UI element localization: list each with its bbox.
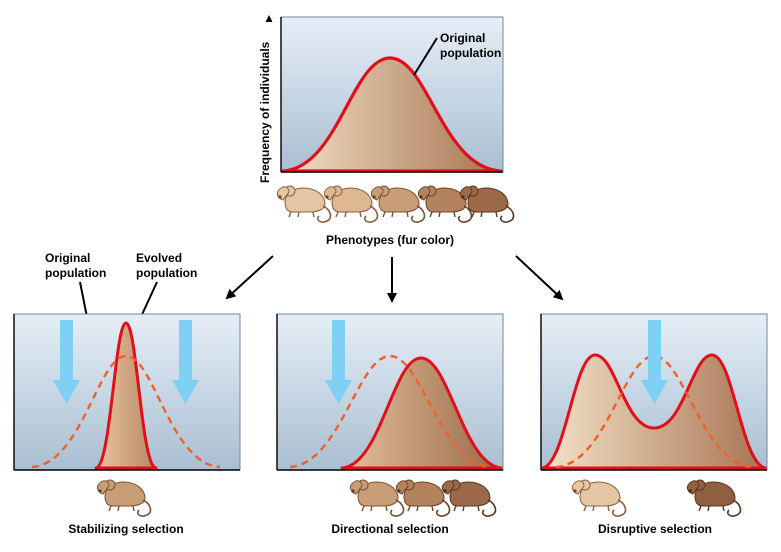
disruptive-original-curve xyxy=(555,354,753,469)
evolved-population-label-line1: Evolved xyxy=(136,251,182,265)
mouse-icon xyxy=(441,479,497,517)
selection-arrow-icon xyxy=(172,320,199,404)
mouse-icon xyxy=(323,185,379,223)
disruptive-evolved-curve xyxy=(541,353,767,470)
selection-arrow-icon xyxy=(325,320,352,404)
original-population-curve xyxy=(281,56,503,173)
mouse-icon xyxy=(370,185,426,223)
directional-panel: Directional selection xyxy=(276,313,504,536)
directional-original-curve xyxy=(289,354,491,469)
stabilizing-title: Stabilizing selection xyxy=(68,522,183,536)
top-annotation-line1: Original xyxy=(440,31,485,45)
top-panel: Frequency of individuals Original popula… xyxy=(258,15,515,247)
directional-evolved-curve xyxy=(340,356,503,470)
y-axis-arrow-icon xyxy=(265,15,273,22)
top-annotation-leader xyxy=(413,37,438,76)
original-population-label-line1: Original xyxy=(45,251,90,265)
mouse-icon xyxy=(276,185,332,223)
evolved-population-label-line2: population xyxy=(136,266,197,280)
directional-title: Directional selection xyxy=(331,522,448,536)
stabilizing-original-curve xyxy=(31,354,221,469)
y-axis-label: Frequency of individuals xyxy=(258,41,272,183)
original-population-label-line2: population xyxy=(45,266,106,280)
mouse-icon xyxy=(459,185,515,223)
disruptive-panel: Disruptive selection xyxy=(540,313,768,536)
top-annotation-line2: population xyxy=(440,46,501,60)
arrow-to-disruptive xyxy=(515,255,564,301)
mouse-icon xyxy=(571,479,627,517)
mouse-icon xyxy=(395,479,451,517)
mouse-icon xyxy=(686,479,742,517)
x-axis-label: Phenotypes (fur color) xyxy=(326,233,454,247)
phenotype-mice-row xyxy=(276,185,515,223)
stabilizing-panel: Stabilizing selection xyxy=(13,313,241,536)
mouse-icon xyxy=(96,479,152,517)
disruptive-title: Disruptive selection xyxy=(598,522,712,536)
mouse-icon xyxy=(349,479,405,517)
arrow-to-stabilizing xyxy=(225,255,274,300)
connector-arrows xyxy=(225,255,564,303)
selection-arrow-icon xyxy=(53,320,80,404)
selection-arrow-icon xyxy=(641,320,668,404)
stabilizing-evolved-curve xyxy=(94,321,158,470)
